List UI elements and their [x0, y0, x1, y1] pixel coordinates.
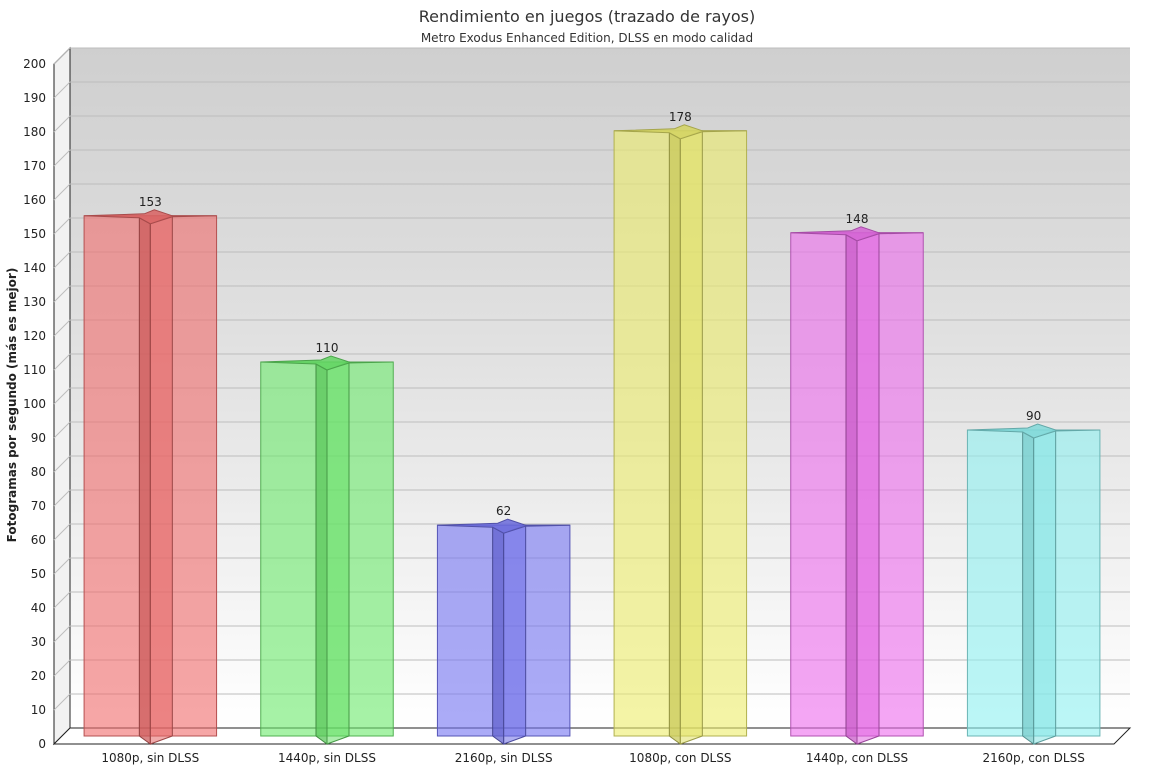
data-label: 148	[846, 212, 869, 226]
y-tick-label: 200	[23, 57, 46, 71]
bar-ridge-right	[679, 130, 703, 745]
bar-top	[614, 124, 747, 140]
data-label: 178	[669, 110, 692, 124]
y-tick-label: 150	[23, 227, 46, 241]
bar-ridge-right	[326, 361, 350, 745]
gridline-side	[53, 387, 71, 405]
data-label: 110	[316, 341, 339, 355]
gridline-side	[53, 319, 71, 337]
x-tick-label: 1440p, sin DLSS	[278, 751, 376, 765]
gridline-side	[53, 591, 71, 609]
data-label: 90	[1026, 409, 1041, 423]
y-tick-label: 130	[23, 295, 46, 309]
x-tick-label: 1080p, con DLSS	[629, 751, 731, 765]
x-tick-label: 1440p, con DLSS	[806, 751, 908, 765]
gridline-side	[53, 693, 71, 711]
bar	[83, 209, 218, 745]
gridline-side	[53, 47, 71, 65]
y-tick-label: 30	[31, 635, 46, 649]
y-tick-label: 40	[31, 601, 46, 615]
bar-ridge-right	[503, 524, 527, 745]
gridline-side	[53, 81, 71, 99]
gridline-side	[53, 455, 71, 473]
gridline-side	[53, 149, 71, 167]
y-axis-label: Fotogramas por segundo (más es mejor)	[5, 268, 19, 543]
gridline-side	[53, 183, 71, 201]
gridline-side	[53, 217, 71, 235]
gridline-side	[53, 353, 71, 371]
bar-top	[437, 518, 570, 534]
bar-ridge-right	[1033, 429, 1057, 745]
data-label: 62	[496, 504, 511, 518]
bar-ridge-right	[149, 215, 173, 745]
chart-title: Rendimiento en juegos (trazado de rayos)	[419, 7, 755, 26]
gridline-side	[53, 251, 71, 269]
bar-ridge-left	[492, 526, 505, 745]
bar-top	[967, 423, 1100, 439]
bar-top	[84, 209, 217, 225]
y-tick-label: 80	[31, 465, 46, 479]
y-tick-label: 120	[23, 329, 46, 343]
bar-ridge-left	[1022, 431, 1035, 745]
gridline-side	[53, 489, 71, 507]
y-tick-label: 180	[23, 125, 46, 139]
y-tick-label: 90	[31, 431, 46, 445]
data-label: 153	[139, 195, 162, 209]
bar	[436, 518, 571, 745]
bar	[790, 226, 924, 745]
x-tick-label: 1080p, sin DLSS	[101, 751, 199, 765]
gridline-side	[53, 557, 71, 575]
y-tick-label: 160	[23, 193, 46, 207]
bar	[613, 124, 748, 745]
y-tick-label: 50	[31, 567, 46, 581]
y-tick-label: 110	[23, 363, 46, 377]
chart-subtitle: Metro Exodus Enhanced Edition, DLSS en m…	[421, 31, 753, 45]
bar-top	[790, 226, 924, 242]
gridline-side	[53, 285, 71, 303]
gridline-side	[53, 421, 71, 439]
gridline-side	[53, 115, 71, 133]
y-tick-label: 20	[31, 669, 46, 683]
gridline-side	[53, 625, 71, 643]
gridline-side	[53, 523, 71, 541]
bar	[260, 355, 394, 745]
bar-ridge-left	[668, 131, 681, 745]
x-tick-label: 2160p, sin DLSS	[455, 751, 553, 765]
y-tick-label: 100	[23, 397, 46, 411]
y-tick-label: 10	[31, 703, 46, 717]
gridline-side	[53, 659, 71, 677]
y-tick-label: 170	[23, 159, 46, 173]
bar	[966, 423, 1101, 745]
y-tick-label: 0	[38, 737, 46, 751]
bar-ridge-right	[856, 232, 880, 745]
bar-top	[260, 355, 394, 371]
y-tick-label: 190	[23, 91, 46, 105]
bar-ridge-left	[138, 216, 151, 745]
y-tick-label: 60	[31, 533, 46, 547]
bar-ridge-left	[315, 363, 328, 745]
y-tick-label: 140	[23, 261, 46, 275]
y-tick-label: 70	[31, 499, 46, 513]
x-tick-label: 2160p, con DLSS	[983, 751, 1085, 765]
bar-ridge-left	[845, 233, 858, 745]
